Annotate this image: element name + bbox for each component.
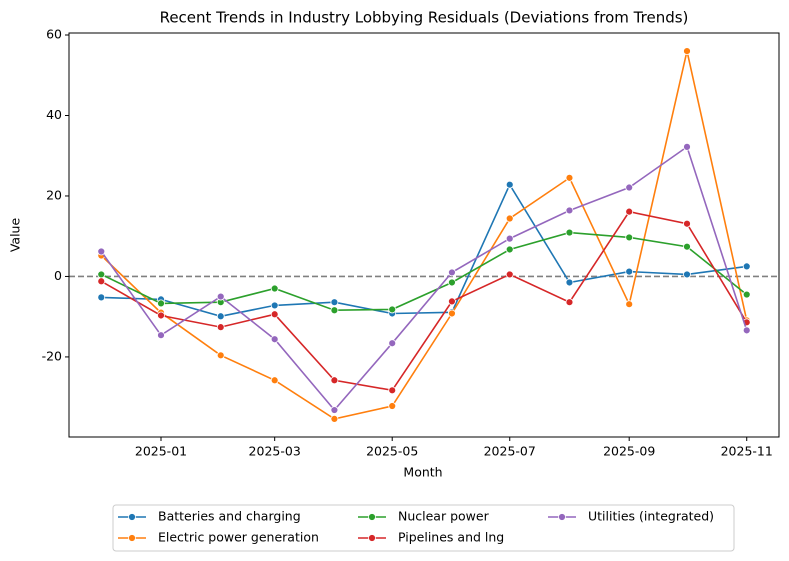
y-axis-label: Value (8, 218, 23, 253)
legend-marker (368, 534, 376, 542)
point (683, 219, 691, 228)
point (742, 262, 751, 271)
series-line (100, 50, 748, 420)
legend-label: Batteries and charging (158, 509, 301, 524)
plot-frame (68, 32, 780, 438)
legend-label: Pipelines and lng (398, 530, 504, 545)
point (625, 183, 634, 192)
point (505, 234, 514, 243)
y-tick-label: 20 (46, 187, 62, 202)
point (216, 351, 225, 360)
point (448, 297, 456, 306)
series-line (100, 210, 748, 392)
point (270, 310, 279, 319)
x-axis-label: Month (403, 465, 442, 480)
point (97, 293, 106, 302)
series-line (101, 182, 747, 318)
point (330, 376, 339, 385)
point (505, 245, 514, 254)
point (683, 142, 691, 151)
chart-title: Recent Trends in Industry Lobbying Resid… (160, 9, 689, 27)
point (625, 233, 634, 242)
legend-marker (128, 513, 136, 521)
point (216, 292, 225, 301)
point (448, 309, 456, 318)
point (742, 290, 751, 299)
point (270, 284, 279, 293)
point (448, 268, 456, 277)
point (625, 300, 634, 309)
point (330, 406, 339, 414)
series-line (100, 145, 748, 412)
point (157, 331, 165, 340)
point (625, 207, 634, 216)
legend-label: Nuclear power (398, 509, 490, 524)
x-tick-label: 2025-07 (484, 444, 536, 459)
x-tick-label: 2025-11 (721, 444, 773, 459)
series-line (100, 231, 748, 312)
point (565, 278, 574, 287)
point (448, 278, 456, 287)
point (505, 270, 514, 279)
x-tick-label: 2025-03 (249, 444, 301, 459)
y-tick-label: 60 (46, 27, 62, 42)
point (270, 335, 279, 344)
legend-box (112, 504, 735, 552)
point (388, 386, 397, 395)
y-tick-label: 0 (54, 268, 62, 283)
legend-marker (558, 513, 566, 521)
y-tick-label: 40 (46, 107, 62, 122)
point (216, 312, 225, 321)
point (565, 228, 574, 237)
point (388, 402, 397, 410)
point (97, 277, 106, 286)
point (388, 305, 397, 314)
x-tick-label: 2025-05 (366, 444, 418, 459)
point (505, 180, 514, 189)
point (330, 298, 339, 307)
legend-label: Utilities (integrated) (588, 509, 714, 524)
point (683, 47, 691, 56)
point (330, 306, 339, 315)
legend-marker (368, 513, 376, 521)
point (157, 311, 165, 320)
point (270, 376, 279, 385)
legend-marker (128, 534, 136, 542)
point (565, 173, 574, 182)
point (157, 299, 165, 308)
y-tick-label: -20 (42, 348, 62, 363)
point (97, 270, 106, 279)
point (216, 323, 225, 332)
point (625, 267, 634, 276)
point (330, 414, 339, 423)
x-tick-label: 2025-09 (603, 444, 655, 459)
point (565, 298, 574, 307)
legend-label: Electric power generation (158, 530, 319, 545)
x-tick-label: 2025-01 (135, 444, 187, 459)
point (505, 214, 514, 223)
point (565, 206, 574, 215)
point (270, 301, 279, 310)
point (683, 242, 691, 251)
point (388, 339, 397, 348)
point (97, 247, 106, 256)
point (742, 326, 751, 335)
point (683, 270, 691, 279)
